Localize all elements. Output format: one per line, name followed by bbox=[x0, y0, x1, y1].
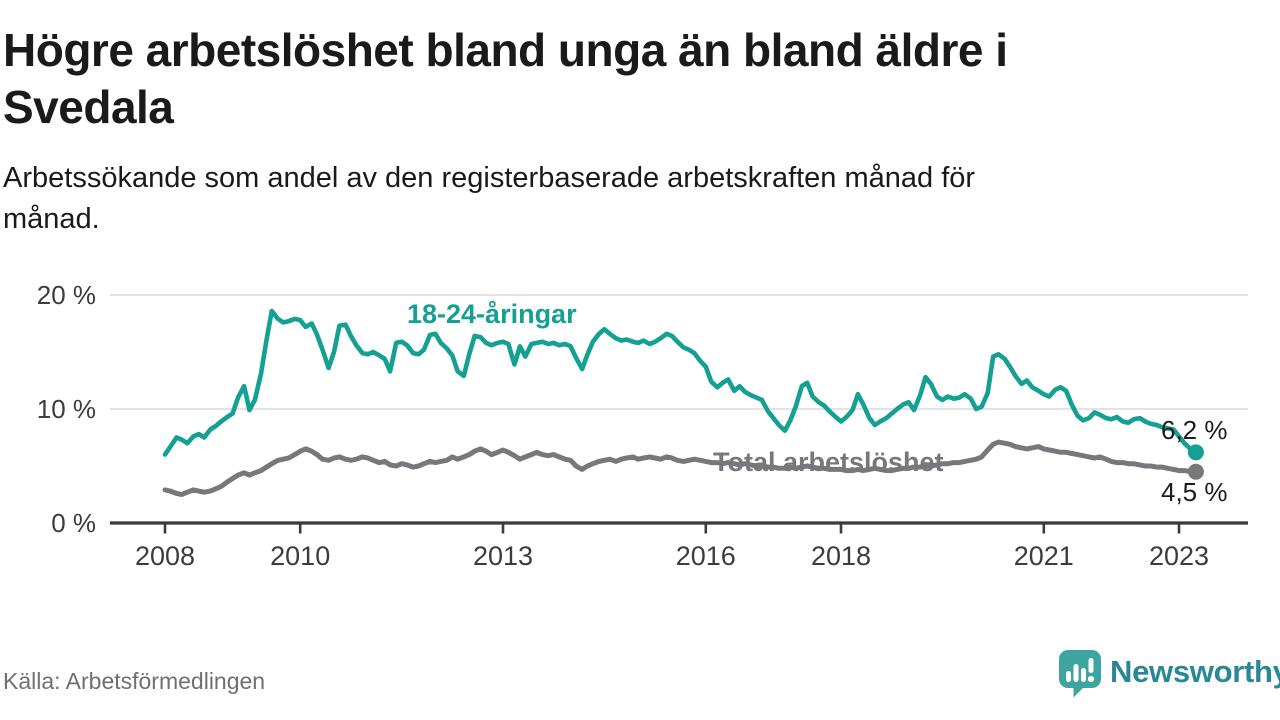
y-axis-label: 20 % bbox=[36, 280, 96, 310]
series-label-young: 18-24-åringar bbox=[407, 299, 577, 329]
brand-name: Newsworthy bbox=[1110, 654, 1280, 689]
y-axis-label: 10 % bbox=[36, 394, 96, 424]
bar-chart-speech-bubble-icon bbox=[1059, 650, 1101, 698]
x-axis-label: 2023 bbox=[1148, 541, 1210, 571]
x-axis-label: 2008 bbox=[134, 541, 196, 571]
x-axis-label: 2018 bbox=[810, 541, 872, 571]
page-subtitle: Arbetssökande som andel av den registerb… bbox=[3, 162, 976, 235]
x-axis-label: 2016 bbox=[675, 541, 736, 571]
x-axis-label: 2021 bbox=[1013, 541, 1074, 571]
x-axis-label: 2013 bbox=[472, 541, 534, 571]
series-label-total: Total arbetslöshet bbox=[713, 447, 944, 477]
x-axis-label: 2010 bbox=[270, 541, 331, 571]
end-value-total: 4,5 % bbox=[1161, 477, 1228, 507]
end-value-young: 6,2 % bbox=[1161, 415, 1228, 445]
brand-logo: Newsworthy bbox=[1057, 647, 1280, 699]
y-axis-label: 0 % bbox=[51, 508, 96, 538]
page-title: Högre arbetslöshet bland unga än bland ä… bbox=[3, 24, 1008, 133]
source-note: Källa: Arbetsförmedlingen bbox=[3, 668, 266, 694]
